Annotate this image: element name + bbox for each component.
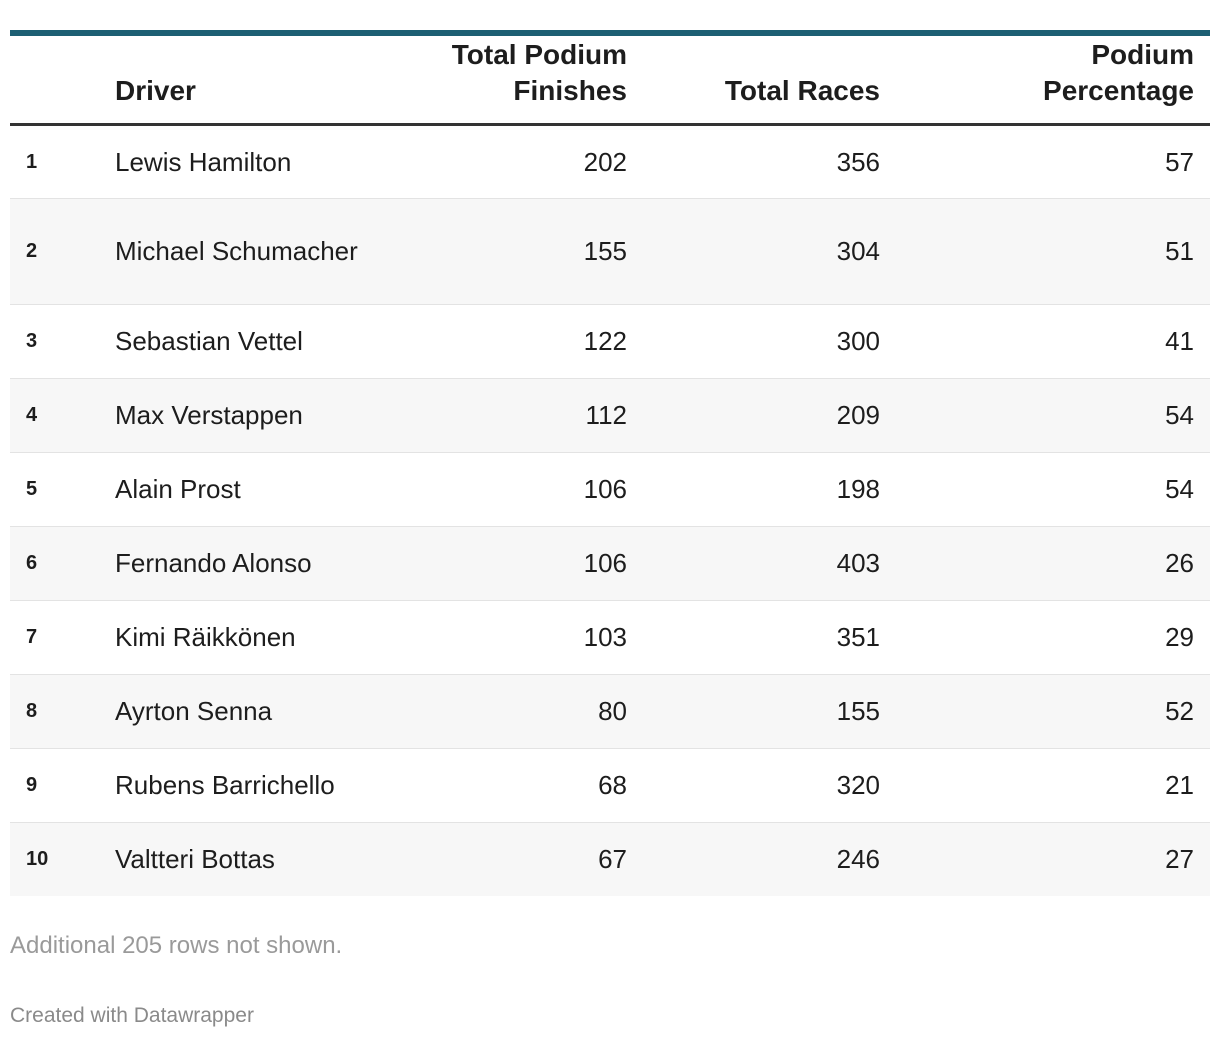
cell-total-races: 403	[627, 526, 880, 601]
cell-rank: 6	[10, 526, 115, 601]
cell-rank: 4	[10, 378, 115, 453]
top-accent-rule	[10, 30, 1210, 36]
cell-rank: 10	[10, 822, 115, 896]
cell-total-races: 304	[627, 198, 880, 305]
cell-podium-percentage: 41	[880, 304, 1210, 379]
header-driver: Driver	[115, 36, 420, 126]
table-row: 10 Valtteri Bottas 67 246 27	[10, 822, 1210, 896]
header-podium-line1: Total Podium	[451, 38, 627, 70]
cell-driver: Max Verstappen	[115, 378, 420, 453]
table-row: 8 Ayrton Senna 80 155 52	[10, 674, 1210, 749]
cell-rank: 2	[10, 198, 115, 305]
cell-rank: 9	[10, 748, 115, 823]
cell-total-races: 198	[627, 452, 880, 527]
cell-total-races: 246	[627, 822, 880, 896]
cell-driver: Valtteri Bottas	[115, 822, 420, 896]
cell-rank: 8	[10, 674, 115, 749]
cell-podium-finishes: 80	[420, 674, 627, 749]
table-row: 9 Rubens Barrichello 68 320 21	[10, 748, 1210, 823]
data-table-container: Driver Total Podium Finishes Total Races…	[10, 30, 1210, 896]
cell-total-races: 300	[627, 304, 880, 379]
cell-podium-percentage: 29	[880, 600, 1210, 675]
cell-driver: Ayrton Senna	[115, 674, 420, 749]
cell-podium-percentage: 21	[880, 748, 1210, 823]
cell-podium-percentage: 52	[880, 674, 1210, 749]
header-pct-line1: Podium	[1091, 38, 1194, 70]
cell-podium-finishes: 68	[420, 748, 627, 823]
cell-driver: Kimi Räikkönen	[115, 600, 420, 675]
cell-rank: 1	[10, 124, 115, 199]
cell-driver: Lewis Hamilton	[115, 124, 420, 199]
table-row: 1 Lewis Hamilton 202 356 57	[10, 124, 1210, 199]
cell-rank: 5	[10, 452, 115, 527]
cell-driver: Alain Prost	[115, 452, 420, 527]
header-podium-percentage: Podium Percentage	[880, 36, 1210, 126]
table-row: 4 Max Verstappen 112 209 54	[10, 378, 1210, 453]
cell-driver: Fernando Alonso	[115, 526, 420, 601]
header-total-races: Total Races	[627, 36, 880, 126]
table-row: 6 Fernando Alonso 106 403 26	[10, 526, 1210, 601]
cell-podium-finishes: 67	[420, 822, 627, 896]
cell-podium-percentage: 51	[880, 198, 1210, 305]
header-row: Driver Total Podium Finishes Total Races…	[10, 36, 1210, 126]
header-pct-line2: Percentage	[1043, 74, 1194, 106]
cell-podium-finishes: 202	[420, 124, 627, 199]
cell-total-races: 351	[627, 600, 880, 675]
cell-podium-finishes: 103	[420, 600, 627, 675]
cell-podium-finishes: 106	[420, 526, 627, 601]
cell-podium-finishes: 106	[420, 452, 627, 527]
cell-rank: 7	[10, 600, 115, 675]
datawrapper-credit: Created with Datawrapper	[10, 1004, 254, 1027]
cell-driver: Rubens Barrichello	[115, 748, 420, 823]
cell-podium-finishes: 112	[420, 378, 627, 453]
cell-podium-percentage: 54	[880, 452, 1210, 527]
cell-total-races: 320	[627, 748, 880, 823]
cell-total-races: 155	[627, 674, 880, 749]
header-podium-line2: Finishes	[513, 74, 627, 106]
rows-not-shown-note: Additional 205 rows not shown.	[10, 932, 343, 959]
table-row: 3 Sebastian Vettel 122 300 41	[10, 304, 1210, 379]
cell-podium-percentage: 54	[880, 378, 1210, 453]
cell-rank: 3	[10, 304, 115, 379]
cell-podium-percentage: 57	[880, 124, 1210, 199]
header-total-podium-finishes: Total Podium Finishes	[420, 36, 627, 126]
cell-podium-finishes: 122	[420, 304, 627, 379]
podium-table: Driver Total Podium Finishes Total Races…	[10, 36, 1210, 896]
header-rank	[10, 36, 115, 126]
cell-total-races: 356	[627, 124, 880, 199]
cell-driver: Michael Schumacher	[115, 198, 420, 305]
table-body: 1 Lewis Hamilton 202 356 57 2 Michael Schumach…	[10, 124, 1210, 896]
cell-podium-percentage: 26	[880, 526, 1210, 601]
table-row: 5 Alain Prost 106 198 54	[10, 452, 1210, 527]
cell-driver: Sebastian Vettel	[115, 304, 420, 379]
cell-podium-finishes: 155	[420, 198, 627, 305]
table-row: 7 Kimi Räikkönen 103 351 29	[10, 600, 1210, 675]
cell-total-races: 209	[627, 378, 880, 453]
cell-podium-percentage: 27	[880, 822, 1210, 896]
table-row: 2 Michael Schumacher 155 304 51	[10, 198, 1210, 305]
